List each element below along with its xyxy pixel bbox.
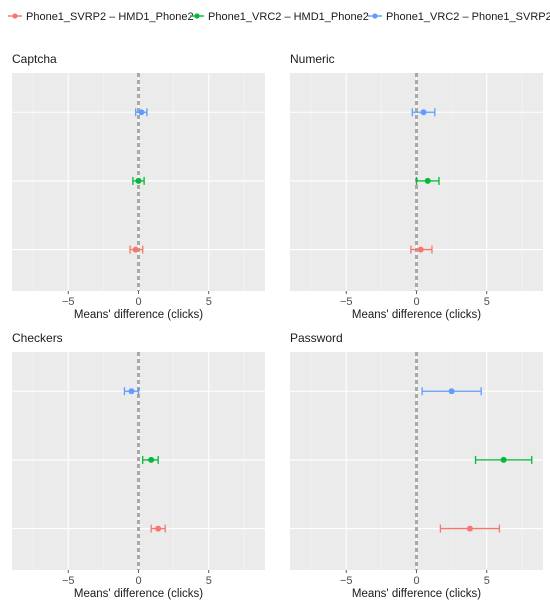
legend-label: Phone1_VRC2 – HMD1_Phone2 [208, 11, 369, 23]
mean-point [420, 109, 427, 116]
x-tick-label: −5 [62, 575, 75, 587]
panel-title: Numeric [290, 52, 335, 66]
legend-label: Phone1_VRC2 – Phone1_SVRP2 [386, 11, 550, 23]
x-tick-label: 0 [135, 296, 141, 308]
x-tick-label: 5 [206, 575, 212, 587]
x-tick-label: 5 [484, 296, 490, 308]
panel-title: Checkers [12, 331, 63, 345]
legend-key-point [12, 13, 18, 19]
mean-point [500, 456, 507, 463]
legend: Phone1_SVRP2 – HMD1_Phone2 Phone1_VRC2 – … [8, 11, 550, 23]
mean-point [128, 388, 135, 395]
mean-point [417, 246, 424, 253]
mean-point [148, 456, 155, 463]
legend-key-point [194, 13, 200, 19]
legend-key-point [372, 13, 378, 19]
legend-item: Phone1_VRC2 – HMD1_Phone2 [190, 11, 369, 23]
x-tick-label: 5 [484, 575, 490, 587]
x-axis-title: Means' difference (clicks) [74, 309, 203, 321]
x-axis-title: Means' difference (clicks) [352, 309, 481, 321]
mean-point [466, 525, 473, 532]
x-tick-label: 0 [135, 575, 141, 587]
mean-point [424, 177, 431, 184]
panel-title: Password [290, 331, 343, 345]
x-axis-title: Means' difference (clicks) [352, 588, 481, 600]
mean-point [155, 525, 162, 532]
x-tick-label: −5 [340, 296, 353, 308]
panel-title: Captcha [12, 52, 57, 66]
x-tick-label: −5 [62, 296, 75, 308]
mean-point [132, 246, 139, 253]
mean-point [448, 388, 455, 395]
x-axis-title: Means' difference (clicks) [74, 588, 203, 600]
x-tick-label: 5 [206, 296, 212, 308]
legend-item: Phone1_VRC2 – Phone1_SVRP2 [368, 11, 550, 23]
mean-point [135, 177, 142, 184]
legend-label: Phone1_SVRP2 – HMD1_Phone2 [26, 11, 194, 23]
x-tick-label: −5 [340, 575, 353, 587]
mean-point [138, 109, 145, 116]
x-tick-label: 0 [413, 296, 419, 308]
x-tick-label: 0 [413, 575, 419, 587]
legend-item: Phone1_SVRP2 – HMD1_Phone2 [8, 11, 194, 23]
